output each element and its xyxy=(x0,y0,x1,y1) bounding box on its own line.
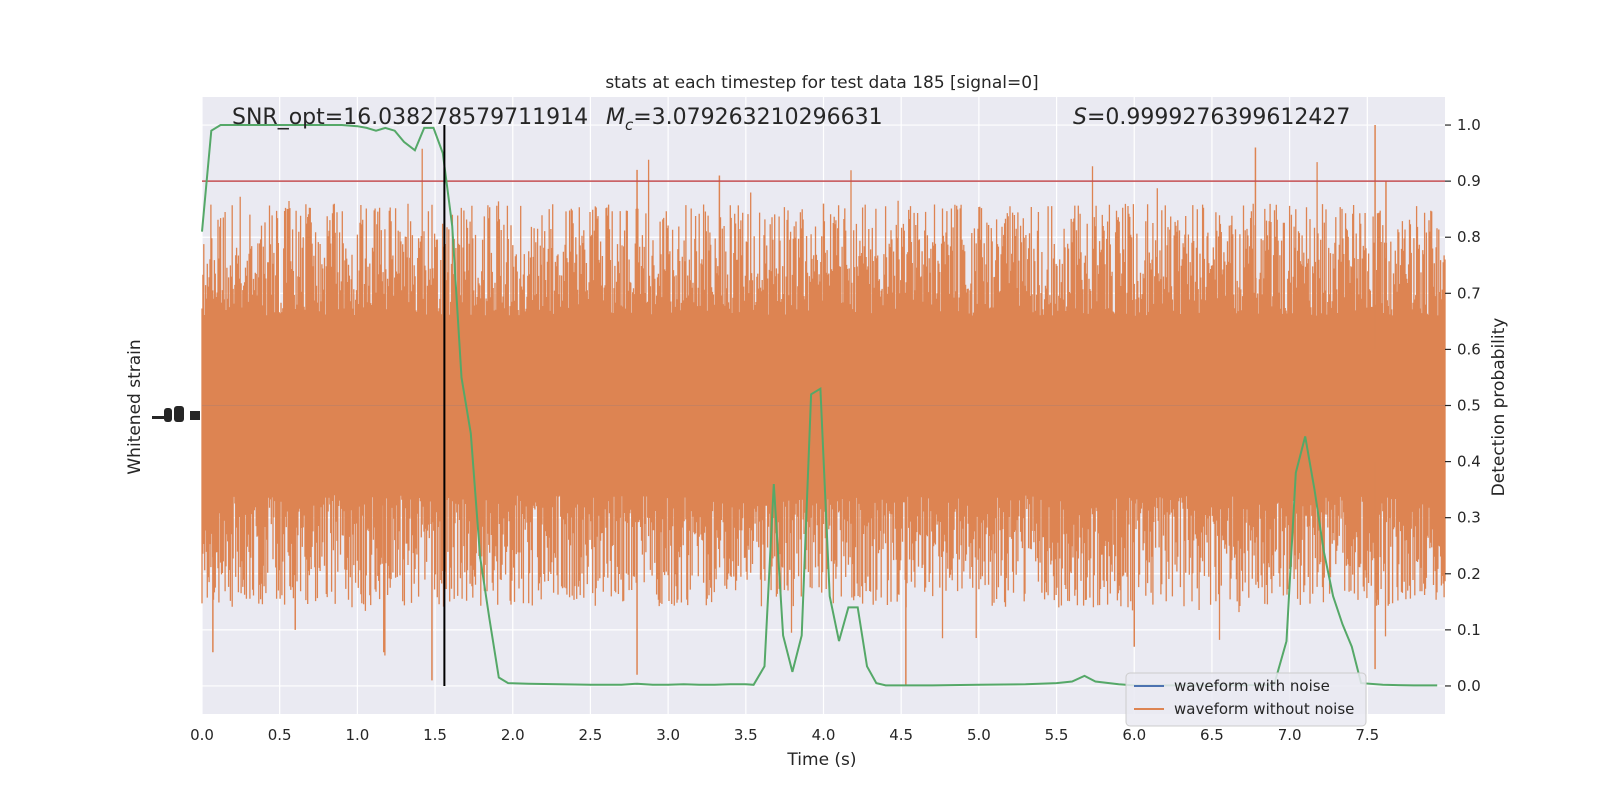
right-y-axis-label: Detection probability xyxy=(1489,318,1509,497)
x-tick-label: 4.0 xyxy=(812,726,836,744)
legend: waveform with noise waveform without noi… xyxy=(1125,672,1367,727)
strain-traces xyxy=(201,125,1446,686)
y-tick-label: 1.0 xyxy=(1457,116,1481,134)
legend-label-with-noise: waveform with noise xyxy=(1174,677,1330,695)
y-tick-label: 0.1 xyxy=(1457,621,1481,639)
x-tick-label: 0.0 xyxy=(190,726,214,744)
y-tick-label: 0.3 xyxy=(1457,509,1481,527)
left-axis-ticks xyxy=(152,406,200,422)
right-axis-ticks: 0.0 0.1 0.2 0.3 0.4 0.5 0.6 0.7 0.8 0.9 1.0 xyxy=(1445,116,1481,695)
chirp-mass-value: =3.079263210296631 xyxy=(633,105,882,130)
x-tick-label: 1.5 xyxy=(423,726,447,744)
chart-title: stats at each timestep for test data 185… xyxy=(605,73,1038,93)
x-tick-label: 4.5 xyxy=(889,726,913,744)
x-tick-label: 3.0 xyxy=(656,726,680,744)
left-tick-blob xyxy=(164,408,172,422)
strain-noise-spikes xyxy=(201,148,1446,656)
x-tick-label: 2.5 xyxy=(579,726,603,744)
s-annotation: S=0.9999276399612427 xyxy=(1073,105,1350,130)
x-tick-label: 3.5 xyxy=(734,726,758,744)
x-tick-label: 7.0 xyxy=(1278,726,1302,744)
left-tick-blob xyxy=(190,411,200,420)
left-tick-blob xyxy=(152,416,168,419)
left-y-axis-label: Whitened strain xyxy=(125,339,145,474)
y-tick-label: 0.0 xyxy=(1457,677,1481,695)
y-tick-label: 0.4 xyxy=(1457,453,1481,471)
x-tick-label: 0.5 xyxy=(268,726,292,744)
x-axis-label: Time (s) xyxy=(786,750,856,770)
y-tick-label: 0.8 xyxy=(1457,228,1481,246)
x-tick-label: 1.0 xyxy=(345,726,369,744)
snr-annotation: SNR_opt=16.038278579711914 xyxy=(232,105,588,130)
y-tick-label: 0.7 xyxy=(1457,284,1481,302)
legend-label-without-noise: waveform without noise xyxy=(1174,700,1354,718)
s-value: =0.9999276399612427 xyxy=(1087,105,1350,130)
y-tick-label: 0.5 xyxy=(1457,397,1481,415)
s-symbol: S xyxy=(1073,105,1087,130)
chirp-mass-symbol: M xyxy=(606,105,625,130)
chirp-mass-annotation: Mc=3.079263210296631 xyxy=(606,105,883,134)
x-tick-label: 2.0 xyxy=(501,726,525,744)
chirp-mass-subscript: c xyxy=(625,116,634,134)
x-tick-label: 5.0 xyxy=(967,726,991,744)
x-tick-label: 6.0 xyxy=(1122,726,1146,744)
x-tick-label: 5.5 xyxy=(1045,726,1069,744)
legend-box xyxy=(1125,672,1367,727)
left-tick-blob xyxy=(174,406,184,422)
x-tick-label: 6.5 xyxy=(1200,726,1224,744)
x-axis-ticks: 0.0 0.5 1.0 1.5 2.0 2.5 3.0 3.5 4.0 4.5 5.0 5.5 6.0 6… xyxy=(190,726,1379,744)
y-tick-label: 0.2 xyxy=(1457,565,1481,583)
y-tick-label: 0.6 xyxy=(1457,340,1481,358)
x-tick-label: 7.5 xyxy=(1355,726,1379,744)
y-tick-label: 0.9 xyxy=(1457,172,1481,190)
